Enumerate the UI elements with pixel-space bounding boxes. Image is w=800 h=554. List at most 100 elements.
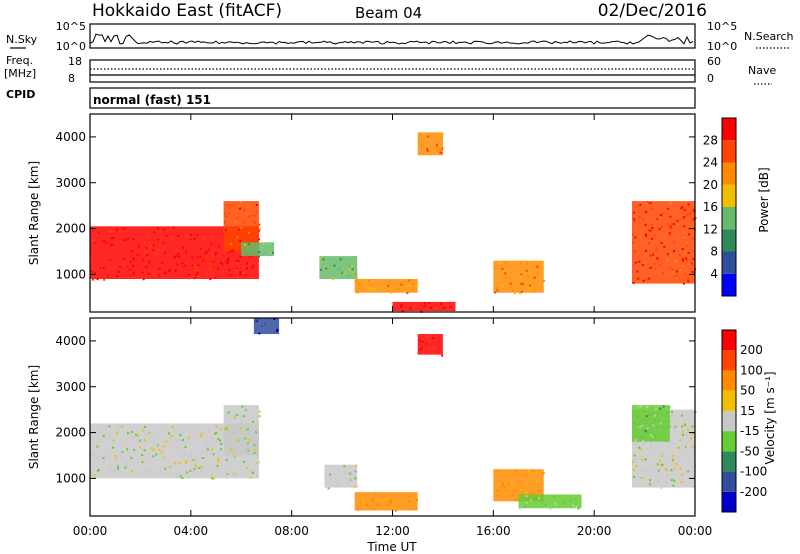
- speckle: [198, 467, 201, 470]
- speckle: [538, 284, 541, 287]
- speckle: [95, 457, 98, 460]
- speckle: [152, 243, 155, 246]
- speckle: [646, 405, 649, 408]
- speckle: [511, 283, 514, 286]
- speckle: [648, 277, 651, 280]
- speckle: [234, 239, 237, 242]
- speckle: [145, 265, 148, 268]
- speckle: [116, 229, 119, 232]
- speckle: [683, 225, 686, 228]
- speckle: [105, 424, 108, 427]
- speckle: [110, 236, 113, 239]
- speckle: [248, 451, 251, 454]
- speckle: [167, 474, 170, 477]
- speckle: [680, 473, 683, 476]
- speckle: [90, 438, 93, 441]
- speckle: [532, 470, 535, 473]
- speckle: [190, 454, 193, 457]
- velocity-colorbar-swatch: [722, 390, 736, 411]
- nsearch-tick-top: 10^5: [707, 20, 737, 33]
- speckle: [432, 352, 435, 355]
- speckle: [157, 227, 160, 230]
- xtick-label: 08:00: [274, 524, 309, 538]
- speckle: [439, 135, 442, 138]
- speckle: [639, 405, 642, 408]
- speckle: [109, 436, 112, 439]
- speckle: [693, 485, 696, 488]
- speckle: [163, 228, 166, 231]
- speckle: [131, 250, 134, 253]
- power-colorbar-tick: 4: [710, 267, 718, 281]
- speckle: [407, 279, 410, 282]
- speckle: [115, 435, 118, 438]
- speckle: [219, 427, 222, 430]
- speckle: [662, 212, 665, 215]
- speckle: [245, 407, 248, 410]
- speckle: [173, 256, 176, 259]
- speckle: [248, 256, 251, 259]
- speckle: [184, 264, 187, 267]
- power-colorbar-swatch: [722, 207, 736, 230]
- speckle: [519, 292, 522, 295]
- speckle: [152, 448, 155, 451]
- speckle: [211, 477, 214, 480]
- speckle: [329, 473, 332, 476]
- speckle: [436, 147, 439, 150]
- velocity-colorbar-swatch: [722, 471, 736, 492]
- speckle: [495, 286, 498, 289]
- speckle: [120, 474, 123, 477]
- speckle: [676, 259, 679, 262]
- speckle: [656, 257, 659, 260]
- time-x-axis: 00:00 04:00 08:00 12:00 16:00 20:00 00:00: [73, 114, 712, 538]
- speckle: [543, 279, 546, 282]
- ytick-label: 4000: [55, 334, 86, 348]
- speckle: [104, 455, 107, 458]
- speckle: [358, 502, 361, 505]
- speckle: [371, 498, 374, 501]
- speckle: [148, 247, 151, 250]
- speckle: [676, 455, 679, 458]
- speckle: [377, 504, 380, 507]
- date-title: 02/Dec/2016: [598, 1, 707, 21]
- speckle: [355, 279, 358, 282]
- speckle: [148, 261, 151, 264]
- speckle: [97, 266, 100, 269]
- speckle: [141, 258, 144, 261]
- speckle: [692, 218, 695, 221]
- speckle: [669, 266, 672, 269]
- speckle: [652, 435, 655, 438]
- speckle: [671, 456, 674, 459]
- speckle: [675, 463, 678, 466]
- speckle: [255, 210, 258, 213]
- speckle: [215, 431, 218, 434]
- speckle: [171, 238, 174, 241]
- speckle: [240, 226, 243, 229]
- speckle: [217, 245, 220, 248]
- speckle: [341, 270, 344, 273]
- speckle: [525, 495, 528, 498]
- beam-title: Beam 04: [355, 4, 422, 22]
- speckle: [653, 465, 656, 468]
- speckle: [641, 436, 644, 439]
- speckle: [498, 262, 501, 265]
- speckle: [136, 440, 139, 443]
- speckle: [654, 267, 657, 270]
- speckle: [672, 484, 675, 487]
- speckle: [162, 241, 165, 244]
- speckle: [645, 202, 648, 205]
- speckle: [255, 431, 258, 434]
- speckle: [157, 445, 160, 448]
- speckle: [93, 454, 96, 457]
- speckle: [427, 135, 430, 138]
- speckle: [671, 410, 674, 413]
- speckle: [123, 227, 126, 230]
- speckle: [229, 274, 232, 277]
- speckle: [428, 301, 431, 304]
- speckle: [120, 443, 123, 446]
- speckle: [104, 425, 107, 428]
- speckle: [533, 276, 536, 279]
- speckle: [691, 270, 694, 273]
- speckle: [114, 457, 117, 460]
- speckle: [528, 284, 531, 287]
- speckle: [423, 305, 426, 308]
